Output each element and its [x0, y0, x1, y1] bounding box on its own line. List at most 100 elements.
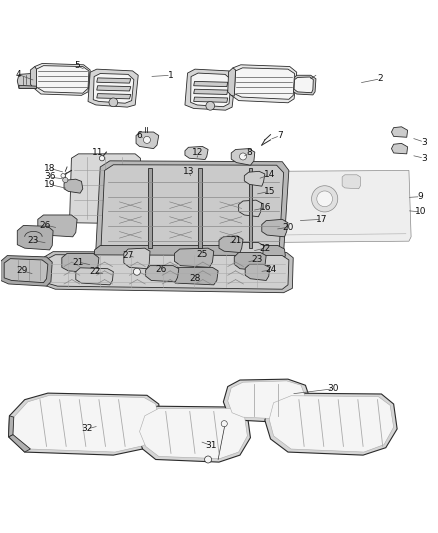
Polygon shape: [194, 82, 228, 87]
Polygon shape: [9, 393, 161, 455]
Polygon shape: [97, 94, 131, 99]
Polygon shape: [136, 132, 159, 149]
Polygon shape: [198, 168, 202, 248]
Polygon shape: [4, 259, 48, 282]
Polygon shape: [97, 78, 131, 83]
Polygon shape: [97, 86, 131, 91]
Polygon shape: [185, 69, 236, 110]
Polygon shape: [9, 434, 30, 452]
Circle shape: [63, 177, 68, 183]
Polygon shape: [32, 63, 90, 95]
Polygon shape: [239, 243, 264, 260]
Text: 22: 22: [89, 267, 100, 276]
Circle shape: [317, 191, 332, 207]
Text: 15: 15: [264, 187, 275, 196]
Text: 14: 14: [264, 171, 275, 179]
Polygon shape: [294, 77, 313, 93]
Circle shape: [144, 136, 150, 143]
Text: 25: 25: [197, 250, 208, 259]
Polygon shape: [234, 253, 266, 271]
Text: 8: 8: [247, 149, 252, 157]
Polygon shape: [392, 143, 408, 154]
Polygon shape: [88, 69, 138, 107]
Polygon shape: [263, 171, 411, 243]
Text: 3: 3: [421, 138, 427, 147]
Polygon shape: [392, 127, 408, 138]
Polygon shape: [140, 408, 247, 458]
Text: 12: 12: [192, 149, 204, 157]
Polygon shape: [43, 252, 293, 293]
Polygon shape: [185, 147, 208, 159]
Text: 10: 10: [415, 207, 427, 216]
Text: 11: 11: [92, 149, 103, 157]
Polygon shape: [47, 255, 289, 289]
Polygon shape: [239, 200, 262, 217]
Text: 20: 20: [283, 223, 293, 232]
Polygon shape: [194, 97, 228, 102]
Text: 4: 4: [15, 70, 21, 79]
Polygon shape: [93, 74, 134, 103]
Text: 21: 21: [73, 257, 84, 266]
Polygon shape: [234, 68, 294, 99]
Polygon shape: [170, 268, 218, 285]
Polygon shape: [269, 395, 394, 452]
Polygon shape: [223, 379, 311, 423]
Text: 5: 5: [74, 61, 80, 70]
Polygon shape: [244, 171, 265, 186]
Text: 32: 32: [81, 424, 93, 433]
Text: 31: 31: [205, 441, 217, 450]
Polygon shape: [64, 179, 83, 193]
Circle shape: [206, 101, 215, 110]
Text: 1: 1: [168, 71, 174, 80]
Text: 28: 28: [189, 274, 201, 283]
Text: 30: 30: [328, 384, 339, 393]
Polygon shape: [262, 220, 288, 237]
Circle shape: [205, 456, 212, 463]
Polygon shape: [35, 66, 89, 93]
Polygon shape: [17, 74, 38, 88]
Polygon shape: [30, 67, 36, 87]
Text: 22: 22: [259, 244, 271, 253]
Polygon shape: [62, 253, 99, 273]
Text: 24: 24: [266, 265, 277, 274]
Polygon shape: [231, 65, 297, 103]
Text: 7: 7: [277, 131, 283, 140]
Polygon shape: [76, 268, 113, 285]
Polygon shape: [70, 154, 141, 224]
Circle shape: [61, 174, 65, 178]
Polygon shape: [101, 165, 284, 253]
Polygon shape: [38, 215, 77, 237]
Polygon shape: [292, 75, 316, 95]
Text: 23: 23: [252, 255, 263, 264]
Polygon shape: [191, 73, 231, 107]
Text: 6: 6: [137, 131, 142, 140]
Polygon shape: [136, 406, 251, 462]
Text: 2: 2: [378, 74, 383, 83]
Polygon shape: [146, 265, 179, 282]
Polygon shape: [96, 161, 289, 258]
Text: 13: 13: [183, 167, 194, 176]
Text: 16: 16: [261, 203, 272, 212]
Text: 19: 19: [44, 180, 55, 189]
Polygon shape: [228, 68, 236, 96]
Text: 26: 26: [155, 265, 167, 274]
Text: 3: 3: [421, 154, 427, 163]
Circle shape: [240, 153, 247, 160]
Circle shape: [221, 421, 227, 427]
Polygon shape: [342, 175, 360, 189]
Polygon shape: [1, 256, 52, 286]
Polygon shape: [265, 393, 397, 455]
Text: 21: 21: [231, 236, 242, 245]
Circle shape: [311, 185, 338, 212]
Text: 23: 23: [28, 236, 39, 245]
Polygon shape: [9, 416, 14, 437]
Polygon shape: [95, 246, 286, 261]
Polygon shape: [249, 168, 252, 248]
Circle shape: [134, 268, 141, 275]
Text: 17: 17: [316, 215, 327, 224]
Text: 26: 26: [39, 221, 51, 230]
Text: 29: 29: [17, 266, 28, 276]
Polygon shape: [245, 264, 270, 280]
Polygon shape: [194, 89, 228, 94]
Polygon shape: [174, 248, 214, 268]
